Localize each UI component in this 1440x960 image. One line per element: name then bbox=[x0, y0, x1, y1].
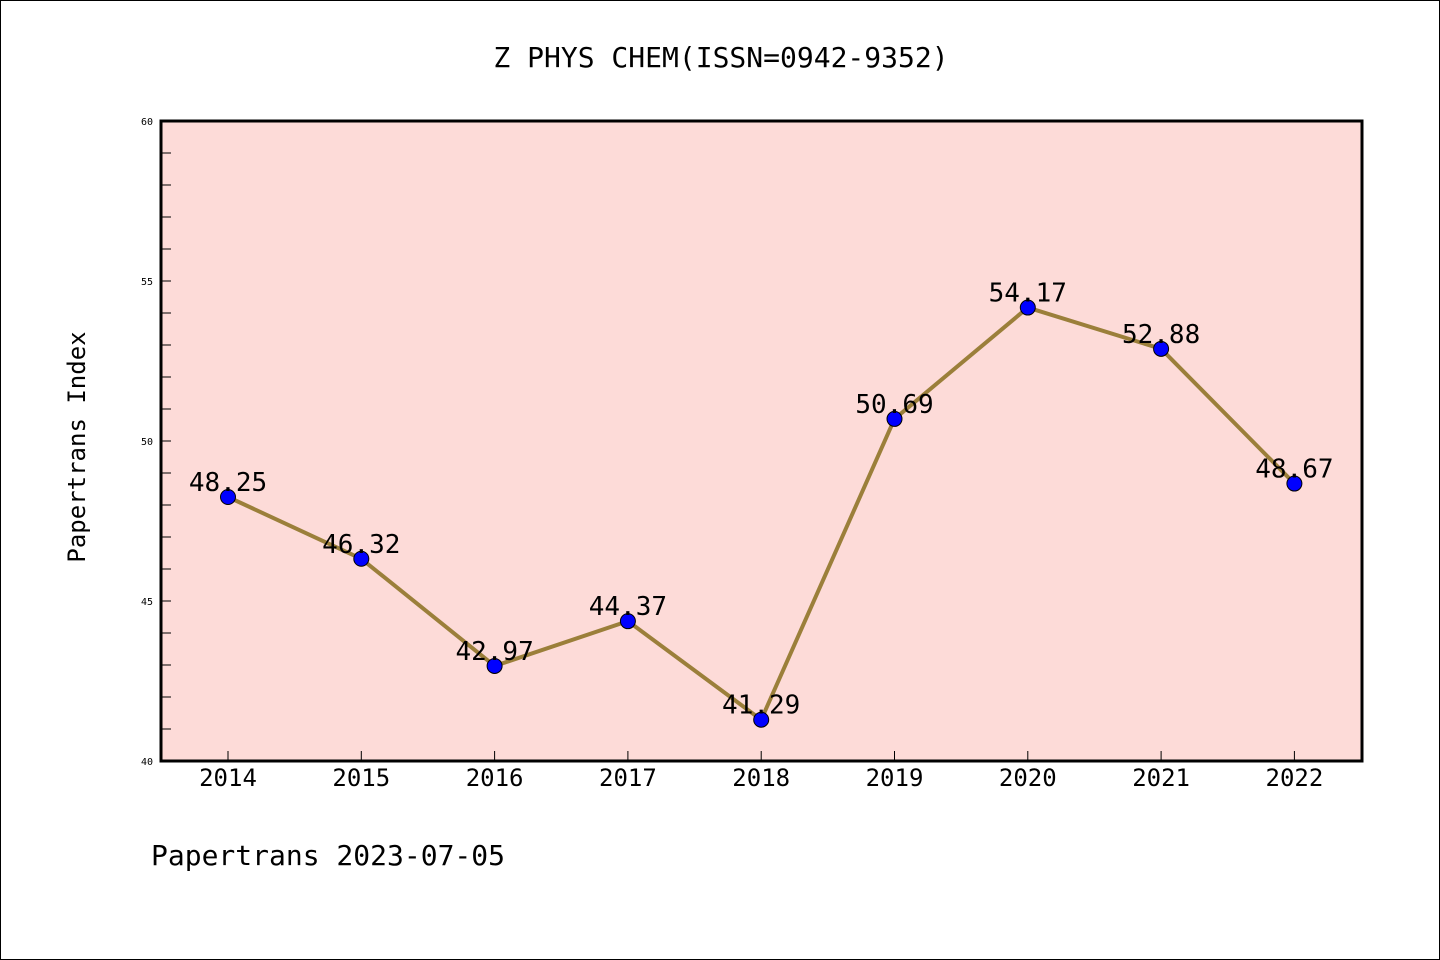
data-point bbox=[1286, 475, 1303, 492]
data-label: 48.25 bbox=[189, 468, 267, 498]
y-axis: 40 45 50 55 60 bbox=[141, 117, 171, 768]
x-tick-label: 2021 bbox=[1132, 764, 1190, 792]
y-tick-label: 45 bbox=[141, 597, 153, 608]
data-point bbox=[353, 550, 370, 567]
data-label-group: 48.25 46.32 42.97 44.37 41.29 50.69 54.17 52.88… bbox=[189, 279, 1334, 721]
data-point bbox=[1019, 299, 1036, 316]
footer-note: Papertrans 2023-07-05 bbox=[151, 839, 505, 872]
x-tick-label: 2015 bbox=[332, 764, 390, 792]
data-point bbox=[220, 489, 236, 505]
data-label: 52.88 bbox=[1122, 320, 1200, 350]
data-label: 42.97 bbox=[455, 637, 533, 667]
data-label: 48.67 bbox=[1255, 455, 1333, 485]
series-line-group bbox=[220, 299, 1303, 728]
y-tick-label: 40 bbox=[141, 757, 153, 768]
x-tick-label: 2014 bbox=[199, 764, 257, 792]
y-axis-label: Papertrans Index bbox=[63, 331, 91, 562]
x-tick-label: 2018 bbox=[732, 764, 790, 792]
y-tick-label: 55 bbox=[141, 277, 153, 288]
data-label: 54.17 bbox=[989, 279, 1067, 309]
x-tick-label: 2019 bbox=[866, 764, 924, 792]
data-point bbox=[619, 613, 636, 630]
y-tick-label: 50 bbox=[141, 437, 153, 448]
data-label: 46.32 bbox=[322, 530, 400, 560]
x-tick-label: 2022 bbox=[1266, 764, 1324, 792]
data-label: 50.69 bbox=[855, 390, 933, 420]
x-tick-label: 2020 bbox=[999, 764, 1057, 792]
data-point bbox=[486, 657, 503, 674]
chart-title: Z PHYS CHEM(ISSN=0942-9352) bbox=[493, 41, 948, 74]
plot-area bbox=[159, 119, 1364, 763]
data-label: 41.29 bbox=[722, 691, 800, 721]
data-point bbox=[753, 711, 770, 728]
x-axis: 2014 2015 2016 2017 2018 2019 2020 2021 2022 bbox=[199, 751, 1323, 792]
y-tick-label: 60 bbox=[141, 117, 153, 128]
data-point bbox=[1153, 340, 1170, 357]
data-label: 44.37 bbox=[589, 592, 667, 622]
x-tick-label: 2016 bbox=[466, 764, 524, 792]
x-tick-label: 2017 bbox=[599, 764, 657, 792]
data-point bbox=[886, 410, 903, 427]
